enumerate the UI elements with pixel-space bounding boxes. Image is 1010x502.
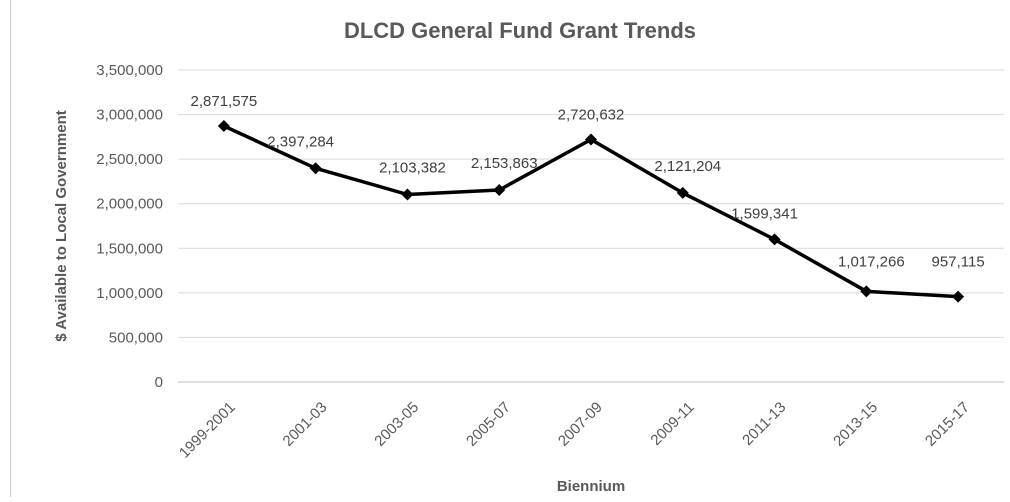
data-point-marker: [676, 186, 689, 199]
y-axis-ticks: 0 500,000 1,000,000 1,500,000 2,000,000 2,500…: [96, 62, 163, 391]
data-label: 2,871,575: [191, 93, 258, 110]
data-label: 957,115: [932, 254, 985, 271]
data-point-marker: [585, 133, 597, 146]
data-label: 1,017,266: [838, 253, 905, 270]
y-tick-label: 3,500,000: [96, 62, 163, 79]
data-point-marker: [217, 120, 230, 133]
x-tick-label: 2003-05: [371, 399, 422, 450]
data-label: 2,121,204: [654, 158, 721, 175]
data-label: 2,397,284: [267, 133, 334, 150]
x-tick-label: 2013-15: [830, 399, 881, 450]
x-axis-label: Biennium: [557, 478, 625, 495]
series-layer: [217, 120, 965, 303]
gridlines: [178, 69, 1004, 383]
x-tick-label: 2001-03: [280, 399, 331, 450]
data-point-marker: [309, 162, 322, 175]
x-tick-label: 2011-13: [739, 399, 789, 449]
y-tick-label: 1,500,000: [96, 240, 163, 257]
data-label: 1,599,341: [731, 205, 798, 222]
x-tick-label: 2015-17: [922, 399, 973, 450]
chart-title: DLCD General Fund Grant Trends: [344, 18, 696, 43]
frame-left-rule: [10, 0, 11, 497]
data-labels: 2,871,575 2,397,284 2,103,382 2,153,863 2,72…: [191, 93, 985, 271]
y-tick-label: 3,000,000: [96, 107, 163, 124]
data-label: 2,720,632: [558, 106, 625, 123]
x-tick-label: 2007-09: [555, 399, 606, 450]
data-point-marker: [401, 188, 414, 201]
series-line: [223, 124, 959, 299]
data-label: 2,103,382: [379, 159, 446, 176]
data-point-marker: [860, 285, 873, 298]
x-tick-label: 1999-2001: [176, 399, 239, 462]
x-tick-label: 2009-11: [647, 399, 697, 449]
y-tick-label: 500,000: [109, 329, 163, 346]
x-axis-ticks: 1999-2001 2001-03 2003-05 2005-07 2007-09 200…: [176, 399, 973, 462]
y-axis-label: $ Available to Local Government: [53, 110, 70, 341]
x-tick-label: 2005-07: [463, 399, 514, 450]
data-point-marker: [952, 290, 965, 303]
y-tick-label: 2,500,000: [96, 151, 163, 168]
y-tick-label: 2,000,000: [96, 196, 163, 213]
data-point-marker: [768, 233, 781, 246]
y-tick-label: 0: [155, 374, 163, 391]
data-label: 2,153,863: [471, 155, 538, 172]
y-tick-label: 1,000,000: [96, 285, 163, 302]
data-point-marker: [493, 183, 506, 196]
